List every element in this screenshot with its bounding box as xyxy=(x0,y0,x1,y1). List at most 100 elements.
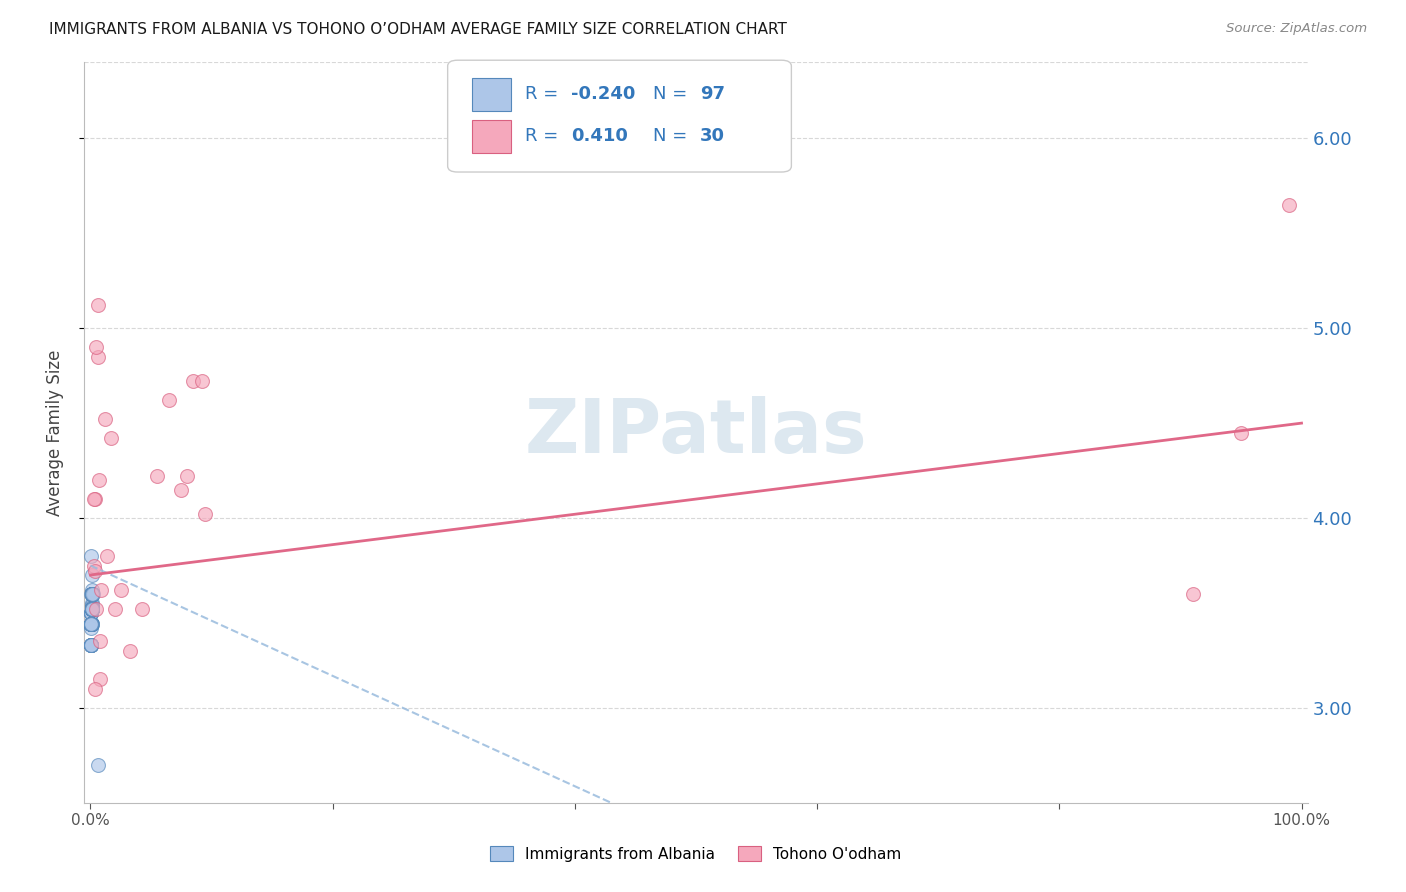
Point xyxy=(80,617,103,632)
Point xyxy=(80,638,103,652)
Point xyxy=(80,638,103,652)
Point xyxy=(146,469,169,483)
Point xyxy=(80,587,103,601)
Point xyxy=(80,602,103,616)
Point xyxy=(86,757,108,772)
Point xyxy=(80,617,103,632)
Point xyxy=(80,587,103,601)
Point xyxy=(80,602,103,616)
Point xyxy=(80,606,103,620)
Point xyxy=(80,587,103,601)
Point xyxy=(80,606,103,620)
Point xyxy=(80,638,103,652)
Point xyxy=(80,602,103,616)
Point xyxy=(80,617,103,632)
Point xyxy=(84,491,107,506)
Point xyxy=(87,473,110,487)
Point xyxy=(80,606,103,620)
Text: 0.410: 0.410 xyxy=(571,128,628,145)
Point xyxy=(80,602,103,616)
Point xyxy=(80,638,103,652)
Point xyxy=(194,508,217,522)
FancyBboxPatch shape xyxy=(447,61,792,172)
Point xyxy=(1230,425,1253,440)
Point xyxy=(80,602,103,616)
Point xyxy=(80,617,103,632)
Point xyxy=(80,617,103,632)
Point xyxy=(80,602,103,616)
Text: Source: ZipAtlas.com: Source: ZipAtlas.com xyxy=(1226,22,1367,36)
Point xyxy=(131,602,153,616)
Point xyxy=(80,587,103,601)
Point xyxy=(80,617,103,632)
Point xyxy=(80,602,103,616)
Text: N =: N = xyxy=(654,86,693,103)
Point xyxy=(82,602,104,616)
Point xyxy=(80,602,103,616)
Point xyxy=(80,602,103,616)
Point xyxy=(80,587,103,601)
Point xyxy=(80,568,103,582)
Y-axis label: Average Family Size: Average Family Size xyxy=(45,350,63,516)
Point xyxy=(176,469,198,483)
Point xyxy=(90,583,112,598)
Point xyxy=(80,602,103,616)
Point xyxy=(80,617,103,632)
Point xyxy=(82,583,104,598)
Text: 97: 97 xyxy=(700,86,724,103)
Point xyxy=(84,564,107,578)
Point xyxy=(80,602,103,616)
Point xyxy=(80,638,103,652)
Point xyxy=(82,587,104,601)
Point xyxy=(80,617,103,632)
Point xyxy=(80,602,103,616)
Point xyxy=(80,638,103,652)
Point xyxy=(191,375,214,389)
Point xyxy=(80,602,103,616)
Point xyxy=(80,587,103,601)
FancyBboxPatch shape xyxy=(472,120,512,153)
Point xyxy=(80,587,103,601)
Point xyxy=(80,638,103,652)
Point xyxy=(86,602,108,616)
Text: R =: R = xyxy=(524,86,564,103)
Point xyxy=(80,602,103,616)
Point xyxy=(80,602,103,616)
Text: -0.240: -0.240 xyxy=(571,86,636,103)
Point xyxy=(80,617,103,632)
Point xyxy=(86,350,108,364)
Point xyxy=(80,587,103,601)
Point xyxy=(80,587,103,601)
Point xyxy=(80,617,103,632)
Point xyxy=(80,602,103,616)
Point xyxy=(80,602,103,616)
FancyBboxPatch shape xyxy=(472,78,512,111)
Point xyxy=(80,606,103,620)
Text: N =: N = xyxy=(654,128,693,145)
Point xyxy=(80,602,103,616)
Point xyxy=(170,483,193,497)
Point xyxy=(80,617,103,632)
Point xyxy=(80,599,103,613)
Point xyxy=(82,587,104,601)
Point xyxy=(80,602,103,616)
Point xyxy=(80,587,103,601)
Point xyxy=(80,602,103,616)
Point xyxy=(80,602,103,616)
Point xyxy=(80,587,103,601)
Point xyxy=(100,431,122,445)
Point xyxy=(183,375,205,389)
Point xyxy=(80,587,103,601)
Point xyxy=(80,606,103,620)
Point xyxy=(80,638,103,652)
Point xyxy=(1278,198,1301,212)
Point xyxy=(104,602,127,616)
Point xyxy=(80,638,103,652)
Point xyxy=(80,602,103,616)
Point xyxy=(80,617,103,632)
Point xyxy=(80,617,103,632)
Point xyxy=(120,644,142,658)
Point xyxy=(80,587,103,601)
Text: R =: R = xyxy=(524,128,569,145)
Point xyxy=(80,602,103,616)
